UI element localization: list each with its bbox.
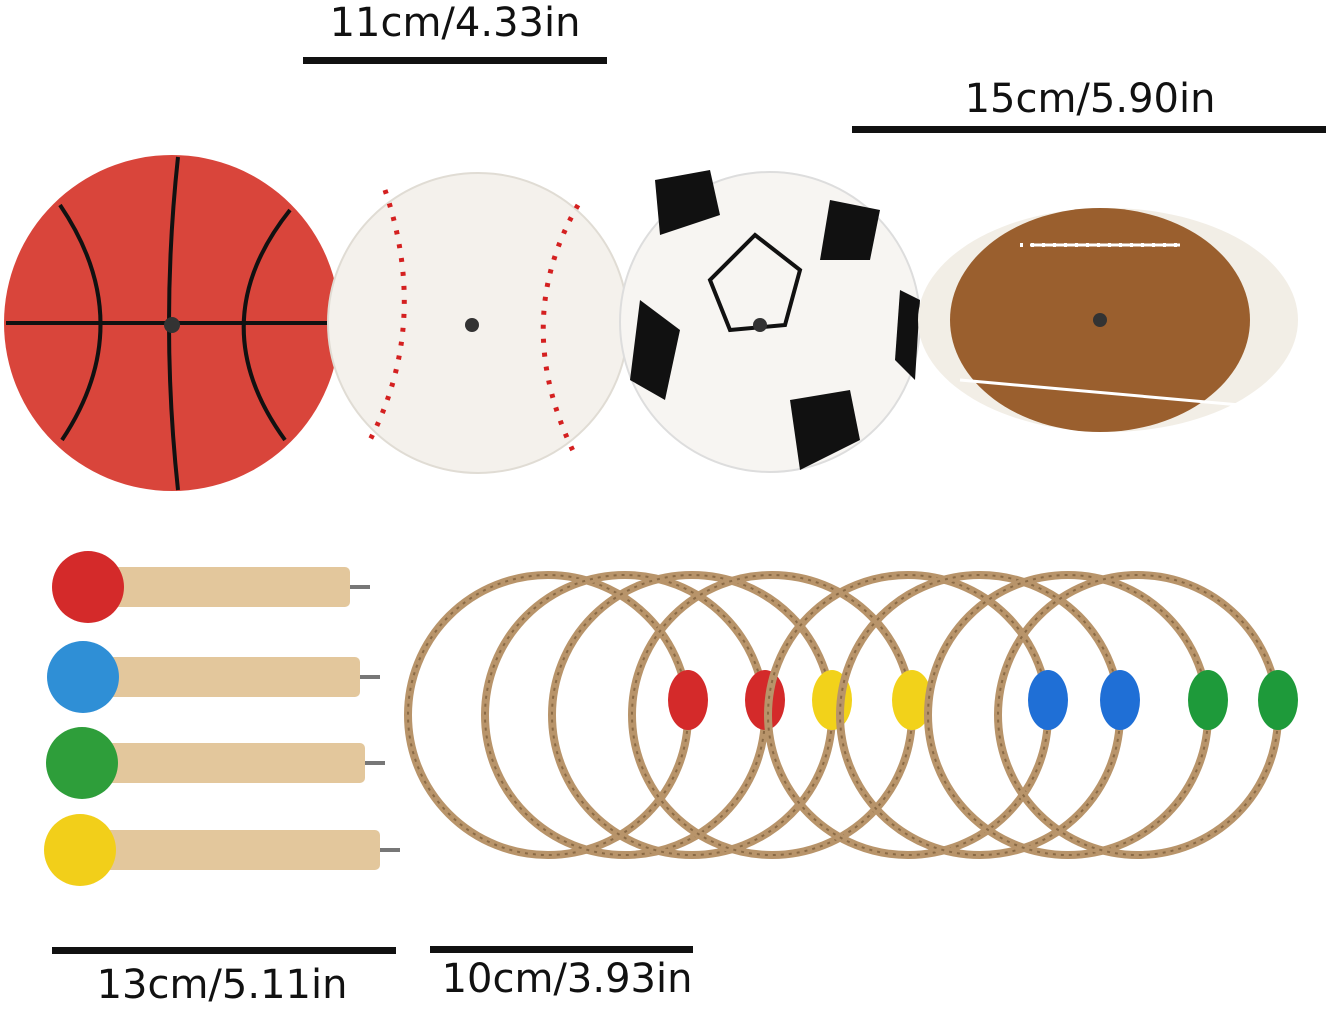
baseball-disc [327,172,629,474]
peg [52,551,370,623]
rope-ring [404,571,708,859]
peg [44,814,400,886]
ring-diameter-label: 10cm/3.93in [441,956,693,1002]
peg-ball [46,727,118,799]
ring-bead [1028,670,1068,730]
rope-ring [994,571,1298,859]
ring-bead [668,670,708,730]
rope-ring [764,571,1068,859]
disc-width-label: 11cm/4.33in [329,0,581,46]
ring-bead [892,670,932,730]
peg-ball [52,551,124,623]
rope-ring [924,571,1228,859]
ring-bead [1188,670,1228,730]
basketball-disc [4,155,340,491]
ring-bead [1258,670,1298,730]
football-disc [918,208,1298,432]
peg-ball [47,641,119,713]
ring-bead [1100,670,1140,730]
ring-diameter-bar [430,946,693,953]
peg [46,727,385,799]
peg [47,641,380,713]
soccer-ball-disc [619,170,921,473]
football-width-bar [852,126,1326,133]
disc-width-bar [303,57,607,64]
peg-length-label: 13cm/5.11in [96,962,348,1008]
rope-ring [836,571,1140,859]
peg-length-bar [52,947,396,954]
football-width-label: 15cm/5.90in [964,76,1216,122]
peg-ball [44,814,116,886]
rope-ring [628,571,932,859]
